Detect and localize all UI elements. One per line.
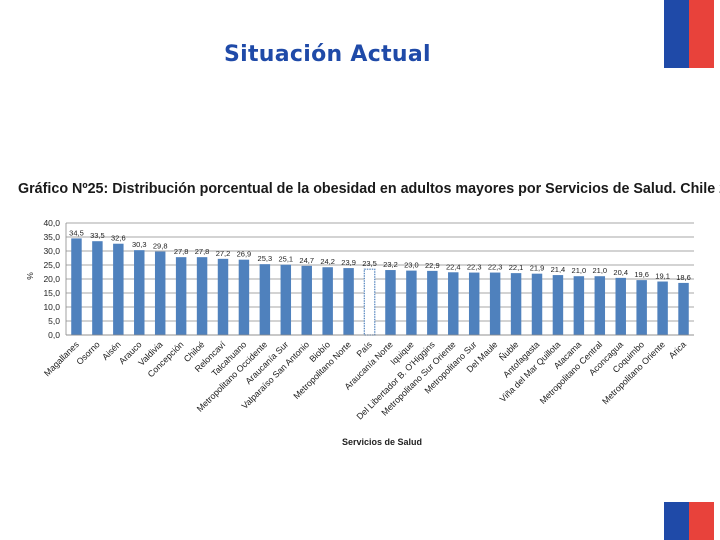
y-axis-title: % [25, 272, 35, 280]
data-label: 27,8 [174, 247, 189, 256]
bar-aconcagua [615, 277, 626, 335]
flag-red-band [689, 502, 714, 540]
bar-del-libertador-b-o-higgins [427, 270, 438, 335]
data-label: 18,6 [676, 273, 691, 282]
bar-chart: 0,05,010,015,020,025,030,035,040,0%34,5M… [25, 218, 694, 447]
category-label: Osorno [74, 339, 102, 367]
bar-del-maule [489, 272, 501, 335]
bar-metropolitano-sur-oriente [448, 272, 459, 335]
bar-chilo- [196, 257, 208, 335]
data-label: 21,0 [592, 266, 607, 275]
data-label: 23,0 [404, 261, 419, 270]
chart-title: Gráfico Nº25: Distribución porcentual de… [18, 181, 720, 197]
bar-valdivia [154, 251, 166, 335]
bar-valpara-so-san-antonio [301, 265, 312, 335]
bar-arauco [134, 250, 145, 335]
bar-pa-s [363, 268, 376, 336]
bar-reloncav- [217, 258, 229, 335]
bar-magallanes [71, 238, 82, 335]
bar-talcahuano [238, 259, 250, 335]
flag-blue-band [664, 0, 689, 68]
data-label: 23,2 [383, 260, 398, 269]
data-label: 30,3 [132, 240, 147, 249]
y-tick-label: 30,0 [43, 246, 60, 256]
data-label: 21,0 [572, 266, 587, 275]
data-label: 23,9 [341, 258, 356, 267]
data-label: 32,6 [111, 234, 126, 243]
y-tick-label: 15,0 [43, 288, 60, 298]
y-tick-label: 25,0 [43, 260, 60, 270]
bar--uble [510, 273, 522, 335]
data-label: 34,5 [69, 228, 84, 237]
bar-iquique [406, 270, 417, 335]
bar-osorno [92, 241, 103, 335]
x-axis-title: Servicios de Salud [342, 437, 422, 447]
y-tick-label: 20,0 [43, 274, 60, 284]
data-label: 22,4 [446, 262, 461, 271]
bar-araucan-a-sur [280, 264, 292, 335]
y-tick-label: 0,0 [48, 330, 60, 340]
bar-metropolitano-norte [343, 268, 354, 335]
flag-stripe-top [664, 0, 714, 68]
data-label: 22,3 [488, 263, 503, 272]
bar-biob-o [322, 267, 333, 335]
slide-title: Situación Actual [224, 42, 431, 67]
data-label: 21,9 [530, 264, 545, 273]
data-label: 25,1 [278, 255, 293, 264]
bar-vi-a-del-mar-quillota [552, 275, 564, 335]
data-label: 22,1 [509, 263, 524, 272]
data-label: 26,9 [237, 250, 252, 259]
data-label: 20,4 [613, 268, 628, 277]
bar-concepci-n [175, 257, 187, 335]
flag-blue-band [664, 502, 689, 540]
bar-metropolitano-sur [468, 272, 480, 335]
bar-ais-n [113, 243, 124, 335]
data-label: 25,3 [258, 254, 273, 263]
data-label: 22,3 [467, 263, 482, 272]
flag-stripe-bottom [664, 502, 714, 540]
y-tick-label: 35,0 [43, 232, 60, 242]
bar-araucan-a-norte [385, 270, 396, 335]
y-tick-label: 10,0 [43, 302, 60, 312]
bar-coquimbo [636, 280, 647, 335]
y-tick-label: 5,0 [48, 316, 60, 326]
data-label: 19,1 [655, 272, 670, 281]
flag-red-band [689, 0, 714, 68]
bar-arica [678, 282, 689, 335]
category-label: Arica [667, 339, 688, 360]
bar-metropolitano-central [594, 276, 606, 335]
data-label: 24,2 [320, 257, 335, 266]
bar-metropolitano-oriente [657, 281, 668, 335]
bar-antofagasta [531, 273, 543, 335]
bar-atacama [573, 276, 585, 335]
data-label: 23,5 [362, 259, 377, 268]
data-label: 21,4 [551, 265, 566, 274]
data-label: 19,6 [634, 270, 649, 279]
data-label: 27,8 [195, 247, 210, 256]
data-label: 22,9 [425, 261, 440, 270]
data-label: 33,5 [90, 231, 105, 240]
data-label: 24,7 [299, 256, 314, 265]
data-label: 27,2 [216, 249, 231, 258]
bar-metropolitano-occidente [259, 264, 271, 335]
data-label: 29,8 [153, 242, 168, 251]
y-tick-label: 40,0 [43, 218, 60, 228]
